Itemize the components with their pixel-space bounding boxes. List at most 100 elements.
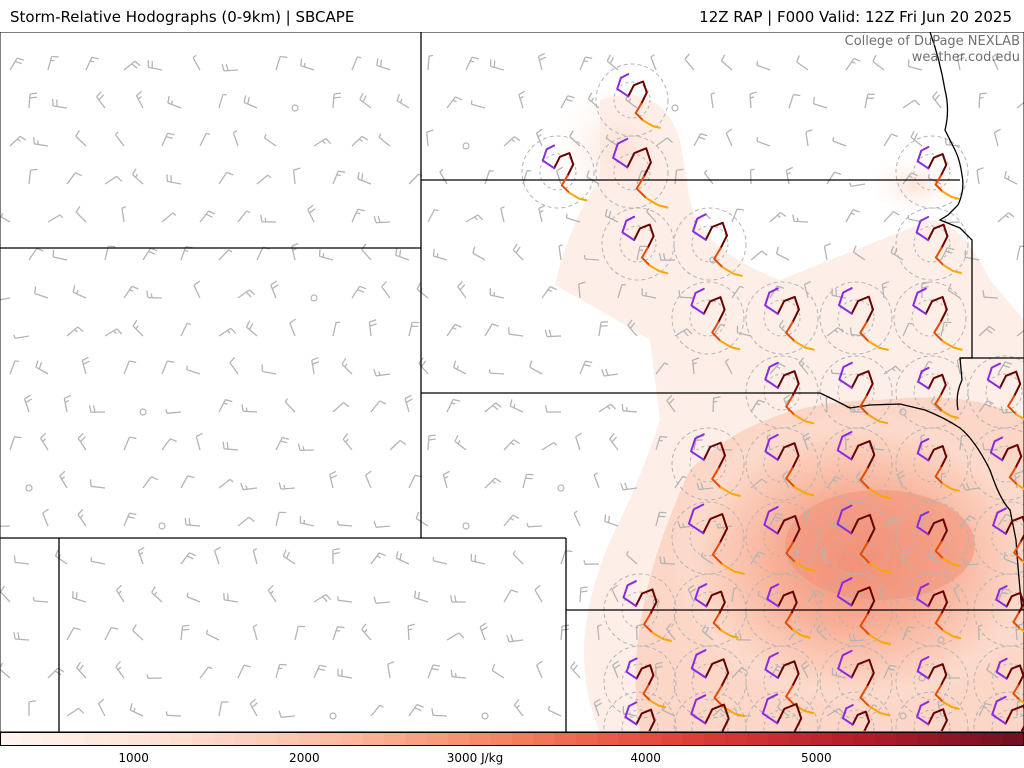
wind-barb-icon — [579, 586, 588, 603]
colorbar-cell — [128, 732, 150, 746]
hodograph-icon — [766, 583, 811, 639]
wind-barb-icon — [503, 589, 519, 603]
colorbar-cell — [896, 732, 918, 746]
wind-barb-icon — [883, 516, 901, 527]
wind-barb-icon — [123, 436, 137, 451]
wind-barb-icon — [199, 132, 211, 147]
wind-barb-icon — [902, 548, 911, 565]
wind-barb-icon — [408, 321, 420, 337]
wind-barb-icon — [146, 290, 163, 299]
wind-barb-icon — [261, 364, 277, 375]
map-canvas[interactable] — [0, 32, 1024, 732]
wind-barb-icon — [450, 669, 467, 679]
wind-barb-icon — [503, 439, 520, 451]
colorbar-cell — [405, 732, 428, 746]
hodograph-range-ring — [913, 709, 951, 732]
wind-barb-icon — [439, 168, 448, 185]
wind-barb-icon — [579, 360, 593, 375]
wind-barb-icon — [373, 520, 391, 529]
wind-barb-icon — [583, 560, 600, 565]
wind-barb-icon — [710, 92, 716, 109]
hodograph-range-ring — [837, 373, 875, 411]
colorbar-cell — [234, 732, 257, 746]
hodograph-icon — [992, 507, 1024, 564]
wind-barb-icon — [35, 360, 49, 375]
calm-wind-circle-icon — [25, 484, 33, 492]
colorbar-tick-label: 2000 — [289, 751, 320, 765]
hodograph-icon — [916, 511, 961, 567]
hodograph-range-ring — [521, 135, 595, 209]
hodograph-icon — [916, 146, 960, 200]
wind-barb-icon — [427, 54, 434, 71]
hodograph-range-ring — [691, 225, 729, 263]
wind-barb-icon — [292, 167, 301, 185]
wind-barb-icon — [655, 362, 669, 375]
wind-barb-icon — [769, 362, 786, 375]
wind-barb-icon — [249, 698, 258, 717]
wind-barb-icon — [275, 663, 287, 679]
wind-barb-icon — [370, 704, 384, 717]
wind-barb-icon — [426, 129, 434, 147]
colorbar-cell — [320, 732, 342, 746]
wind-barb-icon — [962, 558, 980, 566]
wind-barb-icon — [775, 246, 790, 261]
wind-barb-icon — [0, 297, 11, 301]
wind-barb-icon — [526, 522, 543, 528]
wind-barb-icon — [72, 285, 87, 299]
wind-barb-icon — [63, 394, 72, 413]
hodograph-range-ring — [837, 663, 875, 701]
wind-barb-icon — [300, 58, 315, 71]
wind-barb-icon — [77, 432, 87, 451]
calm-wind-circle-icon — [329, 712, 337, 720]
wind-barb-icon — [223, 592, 239, 603]
colorbar-cell — [42, 732, 65, 746]
wind-barb-icon — [978, 400, 994, 413]
wind-barb-icon — [807, 589, 823, 603]
wind-barb-icon — [0, 662, 11, 679]
header: Storm-Relative Hodographs (0-9km) | SBCA… — [0, 0, 1024, 32]
wind-barb-icon — [47, 214, 64, 223]
wind-barb-icon — [28, 247, 44, 261]
wind-barb-icon — [627, 319, 638, 337]
colorbar-cell — [64, 732, 86, 746]
wind-barb-icon — [313, 138, 332, 147]
wind-barb-icon — [506, 634, 524, 643]
hodograph-icon — [692, 213, 743, 277]
wind-barb-icon — [750, 551, 766, 565]
colorbar-cell — [426, 732, 449, 746]
wind-barb-icon — [237, 516, 255, 527]
wind-barb-icon — [666, 394, 676, 413]
wind-barb-icon — [199, 666, 213, 679]
wind-barb-icon — [373, 368, 391, 377]
wind-barb-icon — [222, 441, 239, 451]
wind-barb-icon — [658, 253, 676, 261]
hodograph-icon — [916, 656, 960, 710]
wind-barb-icon — [332, 170, 346, 185]
wind-barb-icon — [237, 664, 251, 679]
wind-barb-icon — [252, 548, 258, 565]
colorbar-tick-label: 3000 J/kg — [446, 751, 504, 765]
wind-barb-icon — [96, 91, 106, 109]
wind-barb-icon — [470, 100, 486, 109]
hodograph-range-ring — [763, 663, 801, 701]
hodograph-icon — [838, 287, 889, 351]
wind-barb-icon — [28, 699, 37, 716]
colorbar-cell — [960, 732, 982, 746]
wind-barb-icon — [332, 92, 342, 109]
wind-barb-icon — [142, 476, 158, 489]
wind-barb-icon — [32, 596, 49, 603]
wind-barb-icon — [691, 357, 700, 375]
wind-barb-icon — [537, 52, 547, 71]
wind-barb-icon — [621, 403, 638, 413]
hodograph-range-ring — [913, 225, 951, 263]
wind-barb-icon — [446, 96, 463, 109]
wind-barb-icon — [229, 357, 239, 375]
wind-barb-icon — [636, 170, 649, 185]
wind-barb-icon — [135, 90, 144, 109]
hodograph-range-ring — [691, 709, 729, 732]
wind-barb-icon — [297, 443, 315, 452]
wind-barb-icon — [756, 137, 771, 147]
wind-barb-icon — [513, 699, 524, 717]
wind-barb-icon — [332, 402, 350, 413]
wind-barb-icon — [34, 286, 49, 299]
